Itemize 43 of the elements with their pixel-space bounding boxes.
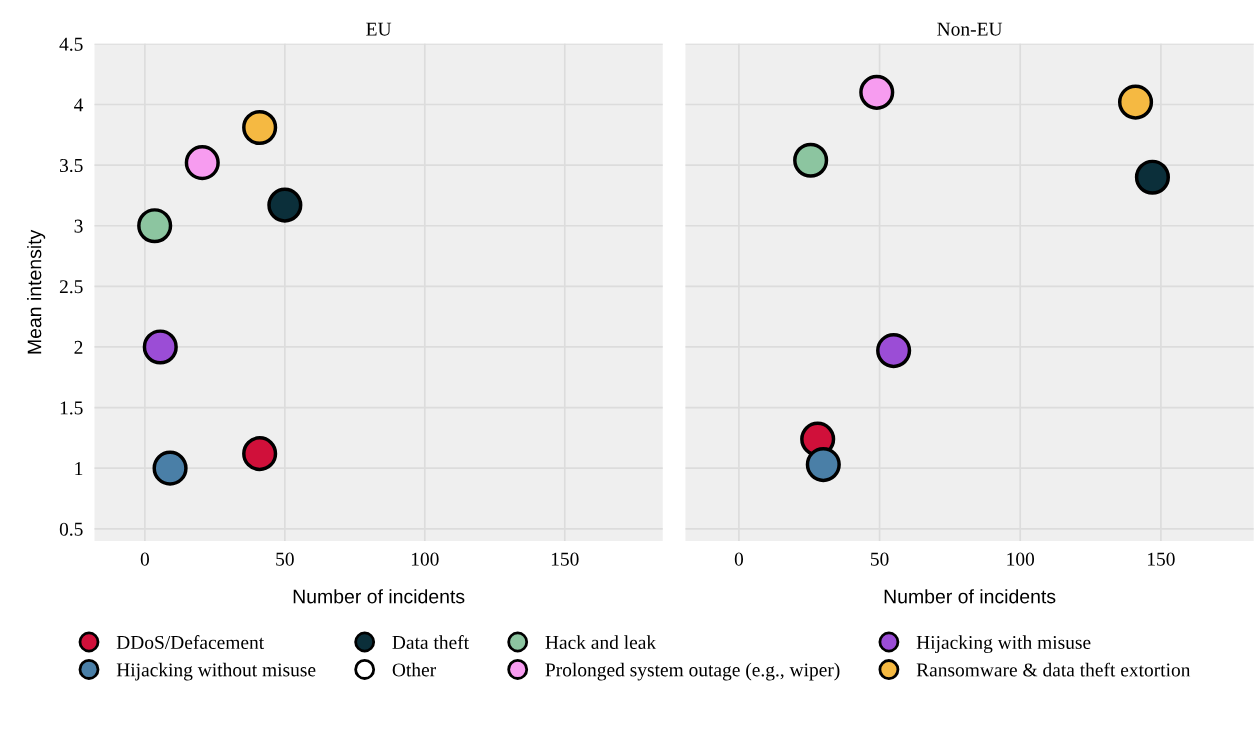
point	[805, 446, 841, 483]
legend-label: Prolonged system outage (e.g., wiper)	[545, 662, 840, 681]
chart-title: EU	[366, 22, 392, 36]
y-axis-title: Mean intensity	[27, 229, 46, 354]
legend-label: Other	[392, 662, 436, 677]
legend-label: Ransomware & data theft extortion	[916, 662, 1191, 677]
x-tick-label: 50	[870, 552, 889, 566]
x-tick-label: 150	[551, 552, 579, 566]
point	[876, 333, 912, 369]
legend-label: Hijacking with misuse	[916, 635, 1091, 653]
y-tick-label: 4.5	[59, 37, 83, 51]
legend-label: Hack and leak	[545, 635, 657, 649]
x-tick-label: 150	[1148, 552, 1175, 566]
y-tick-label: 0.5	[59, 522, 83, 536]
point	[242, 109, 278, 146]
x-tick-label: 0	[140, 552, 150, 566]
point	[267, 187, 303, 223]
point	[793, 142, 829, 178]
point	[137, 208, 173, 244]
x-axis-title: Number of incidents	[293, 589, 465, 604]
x-tick-label: 50	[276, 552, 294, 566]
y-tick-label: 1.5	[60, 401, 83, 415]
x-tick-label: 100	[411, 552, 439, 566]
legend-label: Hijacking without misuse	[116, 662, 316, 681]
x-axis-title: Number of incidents	[884, 589, 1056, 604]
y-tick-label: 3	[74, 219, 83, 233]
x-tick-label: 0	[734, 552, 744, 566]
point	[142, 329, 178, 365]
legend-label: DDoS/Defacement	[116, 635, 265, 649]
y-tick-label: 1	[75, 462, 83, 475]
y-tick-label: 4	[74, 98, 84, 112]
point	[1134, 159, 1171, 195]
chart-title: Non-EU	[937, 22, 1003, 36]
y-tick-label: 3.5	[60, 158, 83, 173]
x-tick-label: 100	[1007, 552, 1035, 566]
legend-label: Data theft	[392, 635, 469, 649]
point	[152, 450, 188, 486]
point	[859, 74, 895, 110]
point	[242, 436, 278, 472]
point	[184, 145, 220, 181]
y-tick-label: 2	[74, 340, 83, 354]
point	[1117, 84, 1154, 120]
y-tick-label: 2.5	[59, 280, 83, 294]
